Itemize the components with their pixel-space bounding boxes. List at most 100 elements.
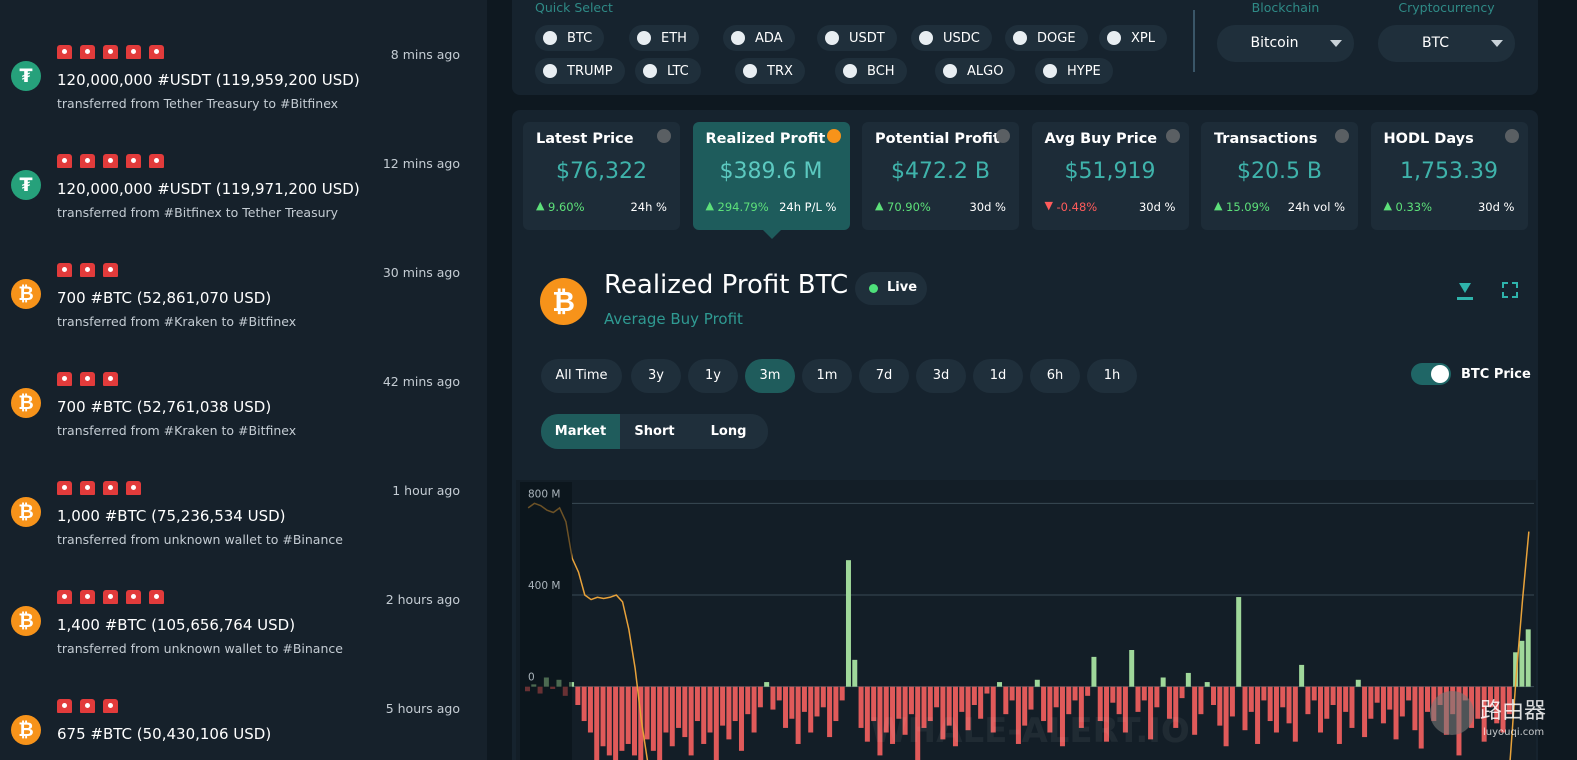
- bar: [1166, 686, 1172, 719]
- selector[interactable]: Bitcoin: [1217, 25, 1354, 62]
- coin-icon: ₮: [11, 170, 41, 200]
- bar: [732, 686, 738, 722]
- range-button[interactable]: 3m: [745, 359, 795, 393]
- coin-chip[interactable]: DOGE: [1005, 25, 1088, 51]
- range-button[interactable]: 1m: [802, 359, 852, 393]
- transfer-amount: 1,000 #BTC (75,236,534 USD): [57, 507, 286, 525]
- stat-card[interactable]: Realized Profit $389.6 M ▲ 294.79% 24h P/L %: [692, 122, 850, 230]
- toggle[interactable]: [1411, 363, 1451, 385]
- bar: [852, 659, 858, 687]
- coin-chip[interactable]: ADA: [723, 25, 795, 51]
- bar: [764, 682, 770, 687]
- selector-label: Cryptocurrency: [1398, 0, 1495, 15]
- bar: [902, 686, 908, 735]
- bar: [1198, 686, 1204, 715]
- card-value: 1,753.39: [1400, 159, 1498, 184]
- coin-chip[interactable]: BCH: [835, 58, 907, 84]
- bar: [1399, 686, 1405, 717]
- time-ago: 30 mins ago: [382, 265, 460, 280]
- stat-card[interactable]: HODL Days 1,753.39 ▲ 0.33% 30d %: [1370, 122, 1528, 230]
- coin-chip[interactable]: BTC: [535, 25, 605, 51]
- card-arrow: ▲: [705, 199, 714, 212]
- stat-card[interactable]: Potential Profit $472.2 B ▲ 70.90% 30d %: [862, 122, 1019, 230]
- tab-button[interactable]: Long: [689, 414, 768, 449]
- bar: [1286, 686, 1292, 724]
- range-button[interactable]: 7d: [859, 359, 909, 393]
- bar: [971, 686, 977, 705]
- bar: [1047, 686, 1053, 733]
- alert-light: [131, 485, 136, 490]
- card-title: Realized Profit: [705, 131, 826, 147]
- alert-icon: [80, 154, 95, 168]
- transfer-amount: 120,000,000 #USDT (119,959,200 USD): [57, 71, 360, 89]
- coin-chip[interactable]: TRUMP: [535, 58, 625, 84]
- alert-light: [62, 267, 67, 272]
- tab-button[interactable]: Short: [623, 414, 686, 449]
- live-dot: [869, 284, 878, 293]
- alert-light: [62, 594, 67, 599]
- bar: [713, 686, 719, 760]
- alert-icon: [149, 154, 164, 168]
- bar: [984, 686, 990, 694]
- bar: [833, 686, 839, 722]
- bar: [946, 686, 952, 726]
- coin-chip[interactable]: ETH: [629, 25, 699, 51]
- bar: [1318, 686, 1324, 733]
- transfer-desc: transferred from unknown wallet to #Bina…: [57, 641, 343, 656]
- coin-chip[interactable]: USDT: [817, 25, 897, 51]
- range-button[interactable]: 3d: [916, 359, 966, 393]
- coin-chip[interactable]: HYPE: [1035, 58, 1113, 84]
- coin-chip-icon: [1107, 31, 1121, 45]
- alert-icon: [57, 45, 72, 59]
- range-button[interactable]: 3y: [631, 359, 681, 393]
- coin-icon: ₿: [11, 388, 41, 418]
- stat-card[interactable]: Transactions $20.5 B ▲ 15.09% 24h vol %: [1201, 122, 1358, 230]
- bar: [1330, 686, 1336, 705]
- bar: [1280, 686, 1286, 708]
- coin-chip-label: ADA: [755, 30, 783, 46]
- download-icon[interactable]: [1457, 282, 1473, 300]
- bar: [1009, 686, 1015, 701]
- bar: [921, 686, 927, 728]
- bar: [1160, 677, 1166, 687]
- bar: [1311, 686, 1317, 701]
- expand-icon[interactable]: [1502, 282, 1518, 298]
- bar: [682, 686, 688, 738]
- stat-card[interactable]: Latest Price $76,322 ▲ 9.60% 24h %: [523, 122, 680, 230]
- alert-light: [131, 158, 136, 163]
- stat-card[interactable]: Avg Buy Price $51,919 ▼ -0.48% 30d %: [1031, 122, 1189, 230]
- bar: [952, 686, 958, 747]
- bar: [1412, 686, 1418, 731]
- coin-chip[interactable]: TRX: [735, 58, 805, 84]
- card-period: 30d %: [969, 200, 1006, 214]
- coin-chip[interactable]: XPL: [1099, 25, 1167, 51]
- range-button[interactable]: 6h: [1030, 359, 1080, 393]
- range-button[interactable]: 1h: [1087, 359, 1137, 393]
- alert-light: [85, 594, 90, 599]
- alert-light: [108, 485, 113, 490]
- coin-chip[interactable]: LTC: [635, 58, 701, 84]
- selector[interactable]: BTC: [1378, 25, 1515, 62]
- range-button[interactable]: 1d: [973, 359, 1023, 393]
- card-value: $389.6 M: [719, 159, 823, 184]
- bar: [1506, 686, 1512, 715]
- bar: [1349, 686, 1355, 728]
- bar: [1116, 686, 1122, 715]
- bar: [789, 686, 795, 719]
- coin-chip[interactable]: USDC: [911, 25, 992, 51]
- range-button[interactable]: All Time: [541, 359, 622, 393]
- selector-value: BTC: [1421, 35, 1450, 51]
- coin-chip[interactable]: ALGO: [935, 58, 1016, 84]
- bar: [594, 686, 600, 760]
- bar: [927, 686, 933, 722]
- alert-light: [131, 49, 136, 54]
- tab-button[interactable]: Market: [541, 414, 620, 449]
- range-button[interactable]: 1y: [688, 359, 738, 393]
- card-coin: [1335, 129, 1349, 143]
- bar: [600, 686, 606, 747]
- bar: [839, 686, 845, 701]
- bar: [814, 686, 820, 717]
- transfer-desc: transferred from #Kraken to #Bitfinex: [57, 423, 297, 438]
- coin-chip-icon: [919, 31, 933, 45]
- card-arrow: ▲: [875, 199, 884, 212]
